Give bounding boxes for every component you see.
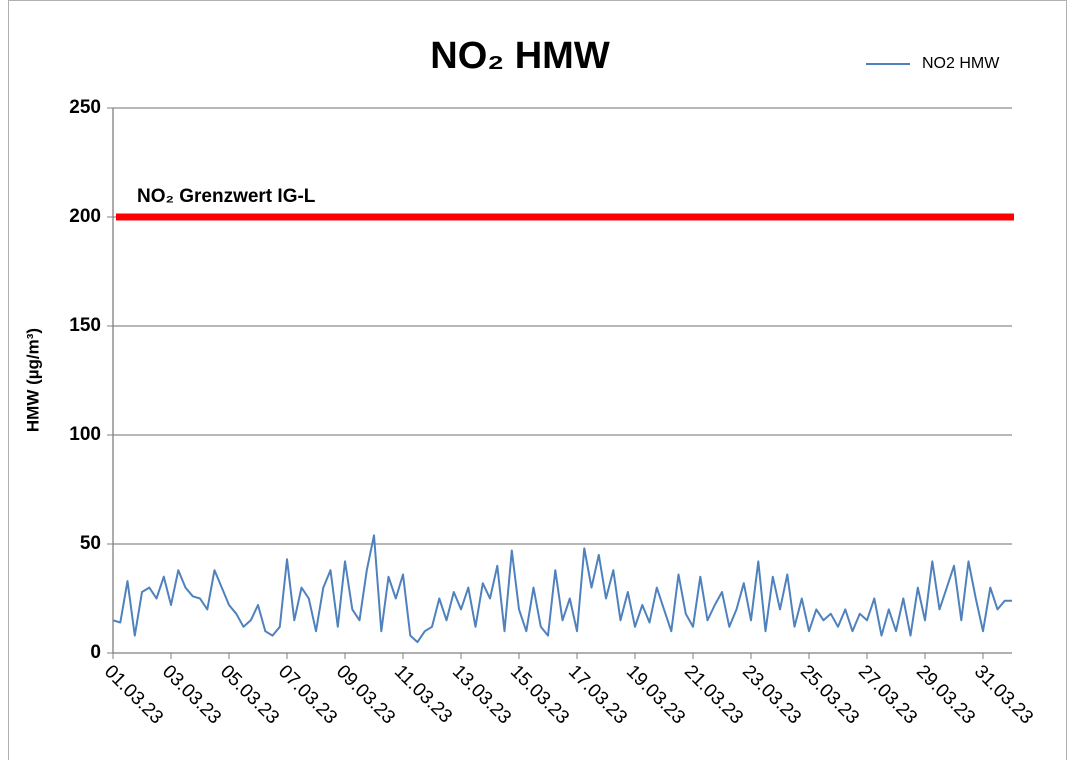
chart-border xyxy=(8,0,1067,760)
y-tick-label: 200 xyxy=(69,206,101,227)
chart-title: NO₂ HMW xyxy=(430,35,610,77)
y-tick-label: 100 xyxy=(69,424,101,445)
x-tick-label: 03.03.23 xyxy=(158,661,225,728)
x-tick-label: 13.03.23 xyxy=(448,661,515,728)
y-tick-label: 0 xyxy=(90,642,101,663)
x-tick-label: 05.03.23 xyxy=(216,661,283,728)
limit-label: NO₂ Grenzwert IG-L xyxy=(137,186,316,207)
x-tick-label: 15.03.23 xyxy=(506,661,573,728)
x-tick-label: 01.03.23 xyxy=(100,661,167,728)
x-tick-label: 21.03.23 xyxy=(680,661,747,728)
x-tick-label: 27.03.23 xyxy=(854,661,921,728)
x-tick-label: 07.03.23 xyxy=(274,661,341,728)
x-tick-label: 17.03.23 xyxy=(564,661,631,728)
y-tick-label: 150 xyxy=(69,315,101,336)
data-line xyxy=(112,534,1012,644)
legend-label: NO2 HMW xyxy=(922,55,1000,72)
x-tick-label: 11.03.23 xyxy=(390,661,456,727)
y-axis-label: HMW (µg/m³) xyxy=(23,328,42,432)
x-tick-label: 09.03.23 xyxy=(332,661,399,728)
x-tick-label: 31.03.23 xyxy=(970,661,1037,728)
y-tick-label: 250 xyxy=(69,97,101,118)
y-tick-label: 50 xyxy=(80,533,101,554)
x-tick-label: 19.03.23 xyxy=(622,661,689,728)
x-tick-label: 23.03.23 xyxy=(738,661,805,728)
x-tick-label: 29.03.23 xyxy=(912,661,979,728)
x-tick-label: 25.03.23 xyxy=(796,661,863,728)
